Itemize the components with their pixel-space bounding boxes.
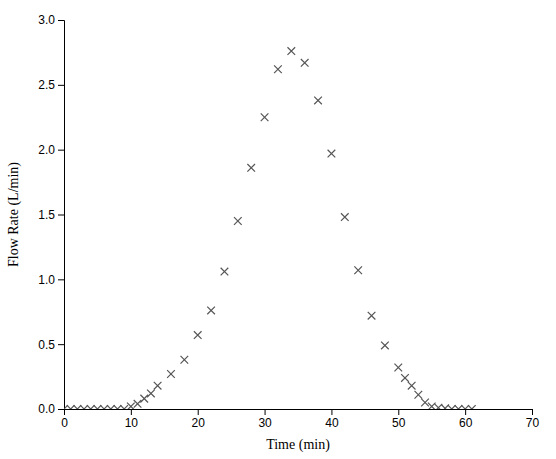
y-tick-label: 2.0 xyxy=(38,143,55,157)
point xyxy=(221,268,229,276)
y-tick-label: 0.0 xyxy=(38,402,55,416)
x-tick-label: 60 xyxy=(459,416,473,430)
point xyxy=(415,391,423,399)
point xyxy=(207,307,215,315)
x-tick-mark xyxy=(265,409,266,415)
x-tick-label: 50 xyxy=(392,416,406,430)
x-tick-mark xyxy=(331,409,332,415)
x-tick: 10 xyxy=(125,409,139,430)
x-tick-label: 10 xyxy=(125,416,139,430)
y-tick: 0.5 xyxy=(38,338,64,352)
y-tick-label: 2.5 xyxy=(38,78,55,92)
x-tick-label: 30 xyxy=(258,416,272,430)
x-axis-title: Time (min) xyxy=(266,437,330,453)
point xyxy=(134,400,142,408)
y-tick-label: 3.0 xyxy=(38,13,55,27)
y-tick-mark xyxy=(58,344,64,345)
points xyxy=(64,47,476,409)
y-tick: 3.0 xyxy=(38,13,64,27)
point xyxy=(234,217,242,225)
x-tick: 40 xyxy=(325,409,339,430)
x-tick: 50 xyxy=(392,409,406,430)
point xyxy=(428,403,436,409)
x-tick-mark xyxy=(532,409,533,415)
point xyxy=(127,403,135,409)
point xyxy=(368,312,376,320)
point xyxy=(120,405,128,409)
y-tick: 1.5 xyxy=(38,208,64,222)
point xyxy=(381,342,389,350)
x-axis-line xyxy=(65,410,533,416)
point xyxy=(194,331,202,339)
x-tick: 70 xyxy=(526,409,540,430)
y-tick-label: 1.0 xyxy=(38,273,55,287)
point xyxy=(147,390,155,398)
y-tick-mark xyxy=(58,20,64,21)
x-tick-mark xyxy=(398,409,399,415)
x-tick: 30 xyxy=(258,409,272,430)
point xyxy=(401,374,409,382)
point xyxy=(468,405,476,409)
y-tick-mark xyxy=(58,85,64,86)
x-tick-mark xyxy=(131,409,132,415)
y-axis: 0.0 0.5 1.0 1.5 2.0 2.5 3.0 xyxy=(38,13,64,416)
y-tick: 2.0 xyxy=(38,143,64,157)
y-tick-mark xyxy=(58,279,64,280)
point xyxy=(408,382,416,390)
y-tick-label: 1.5 xyxy=(38,208,55,222)
x-tick: 0 xyxy=(61,409,68,430)
x-tick-label: 20 xyxy=(192,416,206,430)
point xyxy=(341,213,349,221)
chart: 0 10 20 30 40 50 60 70 0.0 0.5 1.0 1.5 2.0 2.5 3.0 Time… xyxy=(0,0,556,459)
point xyxy=(261,113,269,121)
y-tick: 2.5 xyxy=(38,78,64,92)
x-tick: 20 xyxy=(192,409,206,430)
point xyxy=(301,59,309,67)
y-tick-label: 0.5 xyxy=(38,338,55,352)
plot: 0 10 20 30 40 50 60 70 0.0 0.5 1.0 1.5 2.0 2.5 3.0 Time… xyxy=(6,13,539,453)
y-axis-line xyxy=(58,21,65,410)
y-tick: 1.0 xyxy=(38,273,64,287)
x-tick: 60 xyxy=(459,409,473,430)
point xyxy=(140,395,148,403)
point xyxy=(167,370,175,378)
point xyxy=(247,164,255,172)
y-tick-mark xyxy=(58,150,64,151)
point xyxy=(314,97,322,105)
point xyxy=(154,382,162,390)
point xyxy=(328,150,336,158)
point xyxy=(394,364,402,372)
x-tick-label: 0 xyxy=(61,416,68,430)
y-axis-title: Flow Rate (L/min) xyxy=(6,162,22,267)
y-tick: 0.0 xyxy=(38,402,64,416)
x-tick-label: 70 xyxy=(526,416,540,430)
y-tick-mark xyxy=(58,215,64,216)
x-tick-mark xyxy=(465,409,466,415)
point xyxy=(435,404,443,409)
point xyxy=(287,47,295,55)
point xyxy=(274,65,282,73)
point xyxy=(441,405,449,409)
point xyxy=(181,356,189,364)
point xyxy=(354,266,362,274)
point xyxy=(421,399,429,407)
x-axis: 0 10 20 30 40 50 60 70 xyxy=(61,409,539,430)
y-tick-mark xyxy=(58,409,64,410)
x-tick-mark xyxy=(198,409,199,415)
x-tick-label: 40 xyxy=(325,416,339,430)
